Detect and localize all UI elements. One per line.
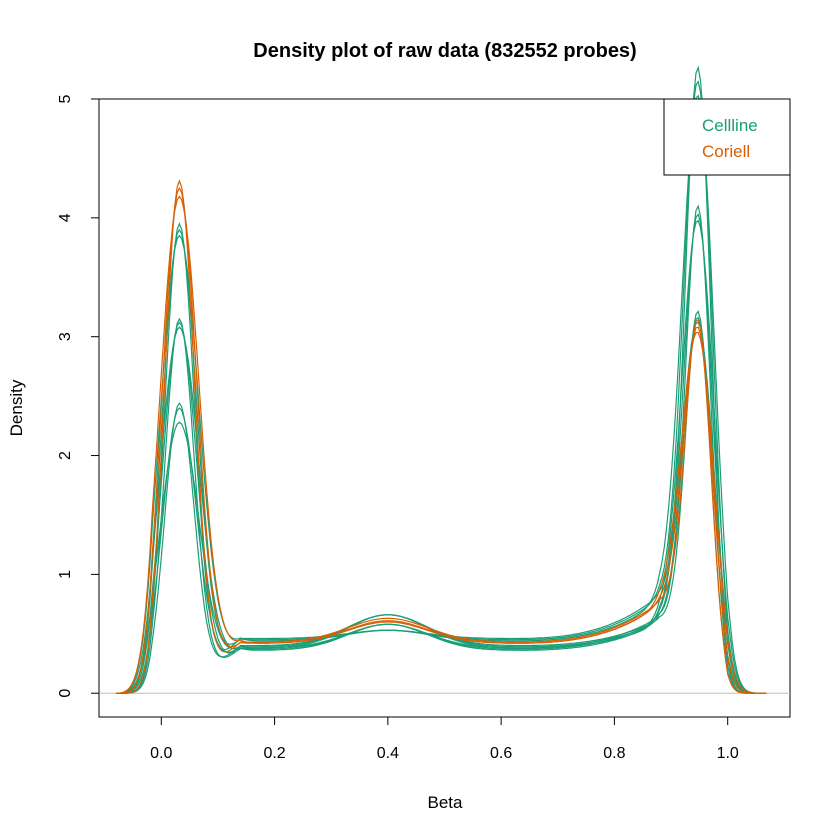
y-tick-label: 3 [57, 332, 74, 341]
legend-entry-coriell: Coriell [702, 142, 750, 161]
y-tick-label: 1 [57, 570, 74, 579]
y-tick-label: 2 [57, 451, 74, 460]
density-line-cellline-4 [116, 204, 767, 694]
y-axis-label: Density [7, 379, 26, 436]
y-tick-label: 5 [57, 94, 74, 103]
x-tick-label: 0.4 [377, 745, 399, 762]
legend: Cellline Coriell [663, 98, 791, 176]
series-layer [116, 65, 767, 694]
x-axis-label: Beta [428, 793, 464, 812]
density-line-coriell-10 [116, 179, 767, 694]
legend-entry-cellline: Cellline [702, 116, 758, 135]
density-line-coriell-11 [116, 186, 767, 694]
x-tick-label: 0.6 [490, 745, 512, 762]
x-tick-label: 0.2 [263, 745, 285, 762]
y-tick-label: 0 [57, 689, 74, 698]
density-line-cellline-5 [116, 213, 767, 694]
x-axis: 0.0 0.2 0.4 0.6 0.8 1.0 [150, 716, 739, 762]
density-line-cellline-2 [116, 80, 767, 694]
legend-box [663, 98, 791, 176]
x-tick-label: 1.0 [717, 745, 739, 762]
x-tick-label: 0.0 [150, 745, 172, 762]
chart-title: Density plot of raw data (832552 probes) [253, 40, 636, 62]
density-line-cellline-7 [116, 310, 767, 694]
y-axis: 0 1 2 3 4 5 [57, 94, 100, 698]
y-tick-label: 4 [57, 213, 74, 222]
x-tick-label: 0.8 [603, 745, 625, 762]
density-line-cellline-6 [116, 219, 767, 694]
density-line-coriell-12 [116, 195, 767, 694]
